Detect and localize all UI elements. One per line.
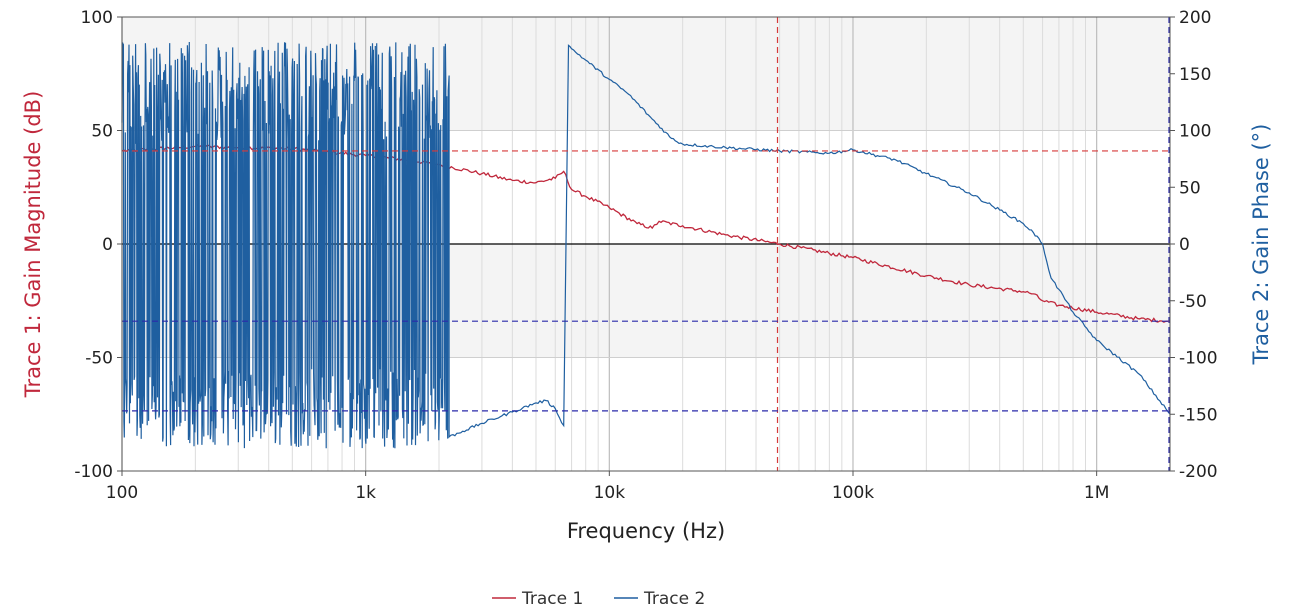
- right-tick-label: 200: [1179, 8, 1211, 28]
- right-tick-label: -200: [1179, 462, 1218, 482]
- left-axis-title: Trace 1: Gain Magnitude (dB): [21, 91, 45, 399]
- right-tick-label: 100: [1179, 122, 1211, 142]
- right-tick-label: -100: [1179, 349, 1218, 369]
- x-tick-label: 100: [106, 483, 138, 503]
- x-tick-label: 1M: [1084, 483, 1109, 503]
- series-layer: [121, 41, 1171, 449]
- legend: Trace 1 Trace 2: [492, 589, 705, 609]
- legend-label: Trace 1: [521, 589, 583, 609]
- left-tick-label: 50: [91, 122, 113, 142]
- series-line-trace-2: [121, 41, 1171, 449]
- cursor-layer: [122, 17, 1170, 471]
- x-tick-label: 100k: [832, 483, 874, 503]
- right-tick-label: 150: [1179, 65, 1211, 85]
- right-tick-label: 50: [1179, 178, 1201, 198]
- left-tick-label: 0: [102, 235, 113, 255]
- right-tick-label: 0: [1179, 235, 1190, 255]
- right-axis-title: Trace 2: Gain Phase (°): [1249, 124, 1273, 366]
- right-tick-label: -150: [1179, 405, 1218, 425]
- left-tick-label: -100: [74, 462, 113, 482]
- left-tick-label: 100: [81, 8, 113, 28]
- x-tick-label: 1k: [355, 483, 376, 503]
- legend-label: Trace 2: [643, 589, 705, 609]
- left-tick-label: -50: [85, 349, 113, 369]
- tick-labels: 100 1k 10k 100k 1M -100 -50 0 50 100 -200 -150 -100 -…: [74, 8, 1217, 503]
- x-axis-title: Frequency (Hz): [567, 519, 725, 543]
- right-tick-label: -50: [1179, 292, 1207, 312]
- x-tick-label: 10k: [594, 483, 626, 503]
